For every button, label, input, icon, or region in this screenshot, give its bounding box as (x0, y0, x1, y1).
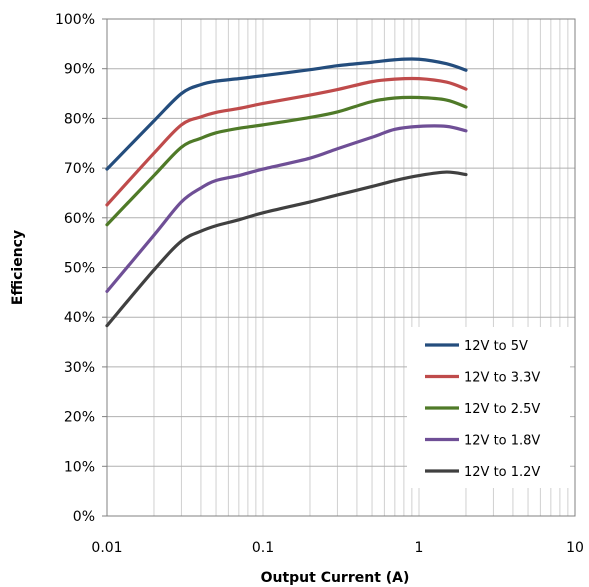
y-axis-title: Efficiency (10, 230, 26, 305)
legend-item: 12V to 5V (425, 339, 528, 354)
y-tick-label: 90% (64, 62, 95, 78)
legend-label: 12V to 1.8V (464, 434, 540, 449)
y-tick-label: 40% (64, 310, 95, 326)
y-tick-label: 50% (64, 261, 95, 277)
legend-label: 12V to 2.5V (464, 402, 540, 417)
legend-label: 12V to 5V (464, 339, 528, 354)
y-tick-label: 70% (64, 161, 95, 177)
y-tick-label: 20% (64, 410, 95, 426)
x-tick-label: 0.01 (91, 540, 122, 556)
series-line-2 (105, 95, 468, 227)
y-tick-label: 100% (55, 12, 95, 28)
y-tick-label: 80% (64, 111, 95, 127)
y-tick-label: 30% (64, 360, 95, 376)
series-line-4 (105, 170, 468, 328)
series-line-1 (105, 76, 468, 207)
y-tick-label: 10% (64, 459, 95, 475)
series-line-0 (105, 57, 468, 171)
y-tick-label: 0% (73, 509, 95, 525)
y-tick-label: 60% (64, 211, 95, 227)
legend: 12V to 5V 12V to 3.3V 12V to 2.5V 12V to 1.… (407, 327, 570, 488)
legend-label: 12V to 3.3V (464, 371, 540, 386)
x-axis: 0.01 0.1 1 10 (91, 540, 584, 556)
x-tick-label: 10 (566, 540, 584, 556)
series-line-3 (105, 124, 468, 293)
legend-item: 12V to 1.8V (425, 434, 540, 449)
y-axis: 0% 10% 20% 30% 40% 50% 60% 70% 80% 90% 100% (55, 12, 107, 525)
x-tick-label: 0.1 (252, 540, 274, 556)
series-layer (105, 57, 468, 328)
legend-item: 12V to 1.2V (425, 465, 540, 480)
legend-label: 12V to 1.2V (464, 465, 540, 480)
x-axis-title: Output Current (A) (261, 570, 410, 586)
x-tick-label: 1 (415, 540, 424, 556)
legend-item: 12V to 3.3V (425, 371, 540, 386)
legend-item: 12V to 2.5V (425, 402, 540, 417)
